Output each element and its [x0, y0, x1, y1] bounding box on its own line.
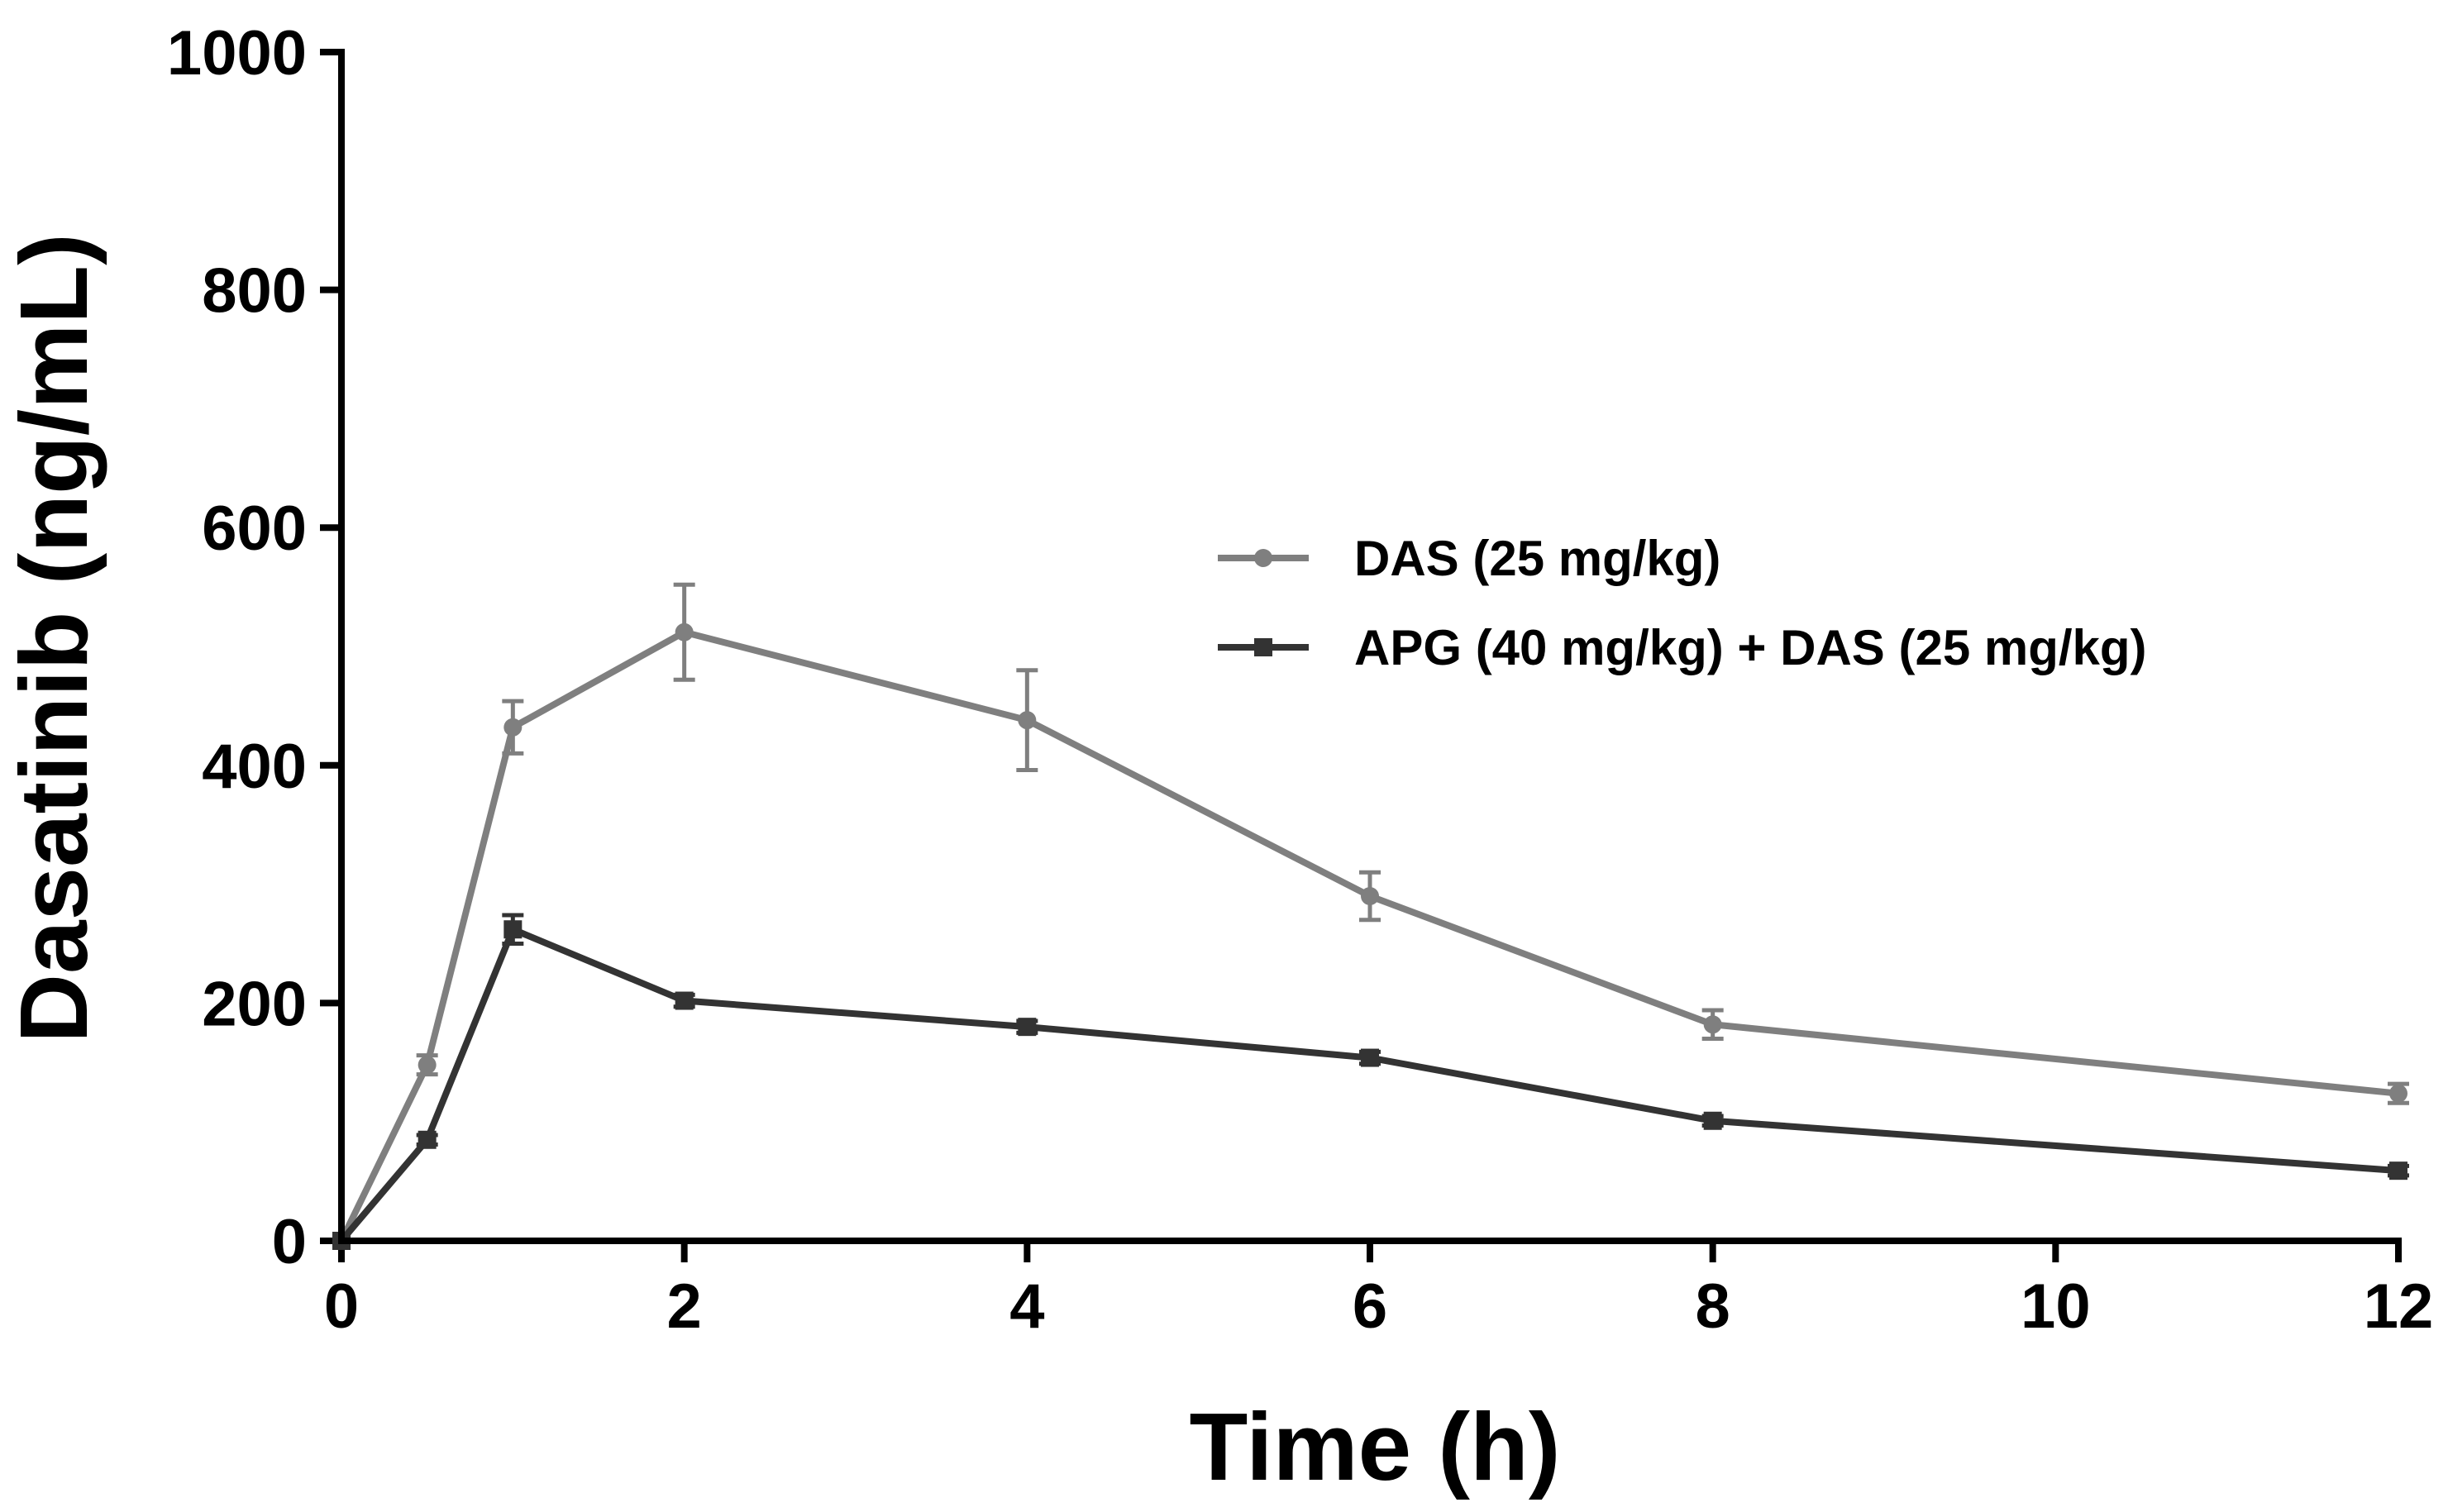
legend-swatch-marker [1254, 638, 1272, 656]
x-tick-label: 12 [2364, 1271, 2434, 1342]
series-2 [332, 913, 2409, 1250]
data-point [1703, 1111, 1722, 1130]
x-tick-label: 8 [1696, 1271, 1730, 1342]
legend-label: APG (40 mg/kg) + DAS (25 mg/kg) [1354, 620, 2147, 675]
y-axis-title: Dasatinib (ng/mL) [0, 233, 107, 1043]
y-tick-label: 200 [202, 969, 307, 1039]
data-point [675, 991, 694, 1010]
legend-swatch-marker [1254, 549, 1272, 567]
data-point [1361, 1048, 1379, 1067]
y-tick-label: 800 [202, 256, 307, 327]
legend-label: DAS (25 mg/kg) [1354, 531, 1720, 586]
series-line [338, 926, 2399, 1243]
data-point [418, 1056, 437, 1075]
x-axis-ticks: 0 2 4 6 8 10 12 [324, 1241, 2433, 1342]
y-axis-ticks: 0 200 400 600 800 1000 [167, 18, 341, 1277]
data-point [2389, 1161, 2407, 1181]
data-point [503, 920, 523, 939]
y-tick-label: 400 [202, 732, 307, 802]
data-point [1361, 886, 1379, 905]
series-line [338, 628, 2399, 1243]
x-tick-label: 0 [324, 1271, 359, 1342]
y-tick-label: 0 [272, 1207, 307, 1277]
x-tick-label: 6 [1353, 1271, 1387, 1342]
data-point [1018, 1018, 1037, 1037]
data-point [675, 622, 694, 642]
y-tick-label: 600 [202, 494, 307, 564]
data-point [1018, 711, 1037, 730]
x-tick-label: 10 [2021, 1271, 2091, 1342]
x-axis-title: Time (h) [1190, 1393, 1561, 1500]
data-point [1703, 1015, 1722, 1034]
x-tick-label: 2 [667, 1271, 702, 1342]
y-tick-label: 1000 [167, 18, 307, 88]
legend-item: APG (40 mg/kg) + DAS (25 mg/kg) [1218, 620, 2147, 675]
legend: DAS (25 mg/kg) APG (40 mg/kg) + DAS (25 m… [1218, 531, 2147, 675]
data-point [503, 718, 523, 737]
legend-item: DAS (25 mg/kg) [1218, 531, 1720, 586]
data-point [2389, 1084, 2407, 1103]
series-1 [332, 582, 2409, 1250]
data-point [418, 1130, 437, 1149]
series-layer [332, 582, 2409, 1250]
x-tick-label: 4 [1009, 1271, 1044, 1342]
